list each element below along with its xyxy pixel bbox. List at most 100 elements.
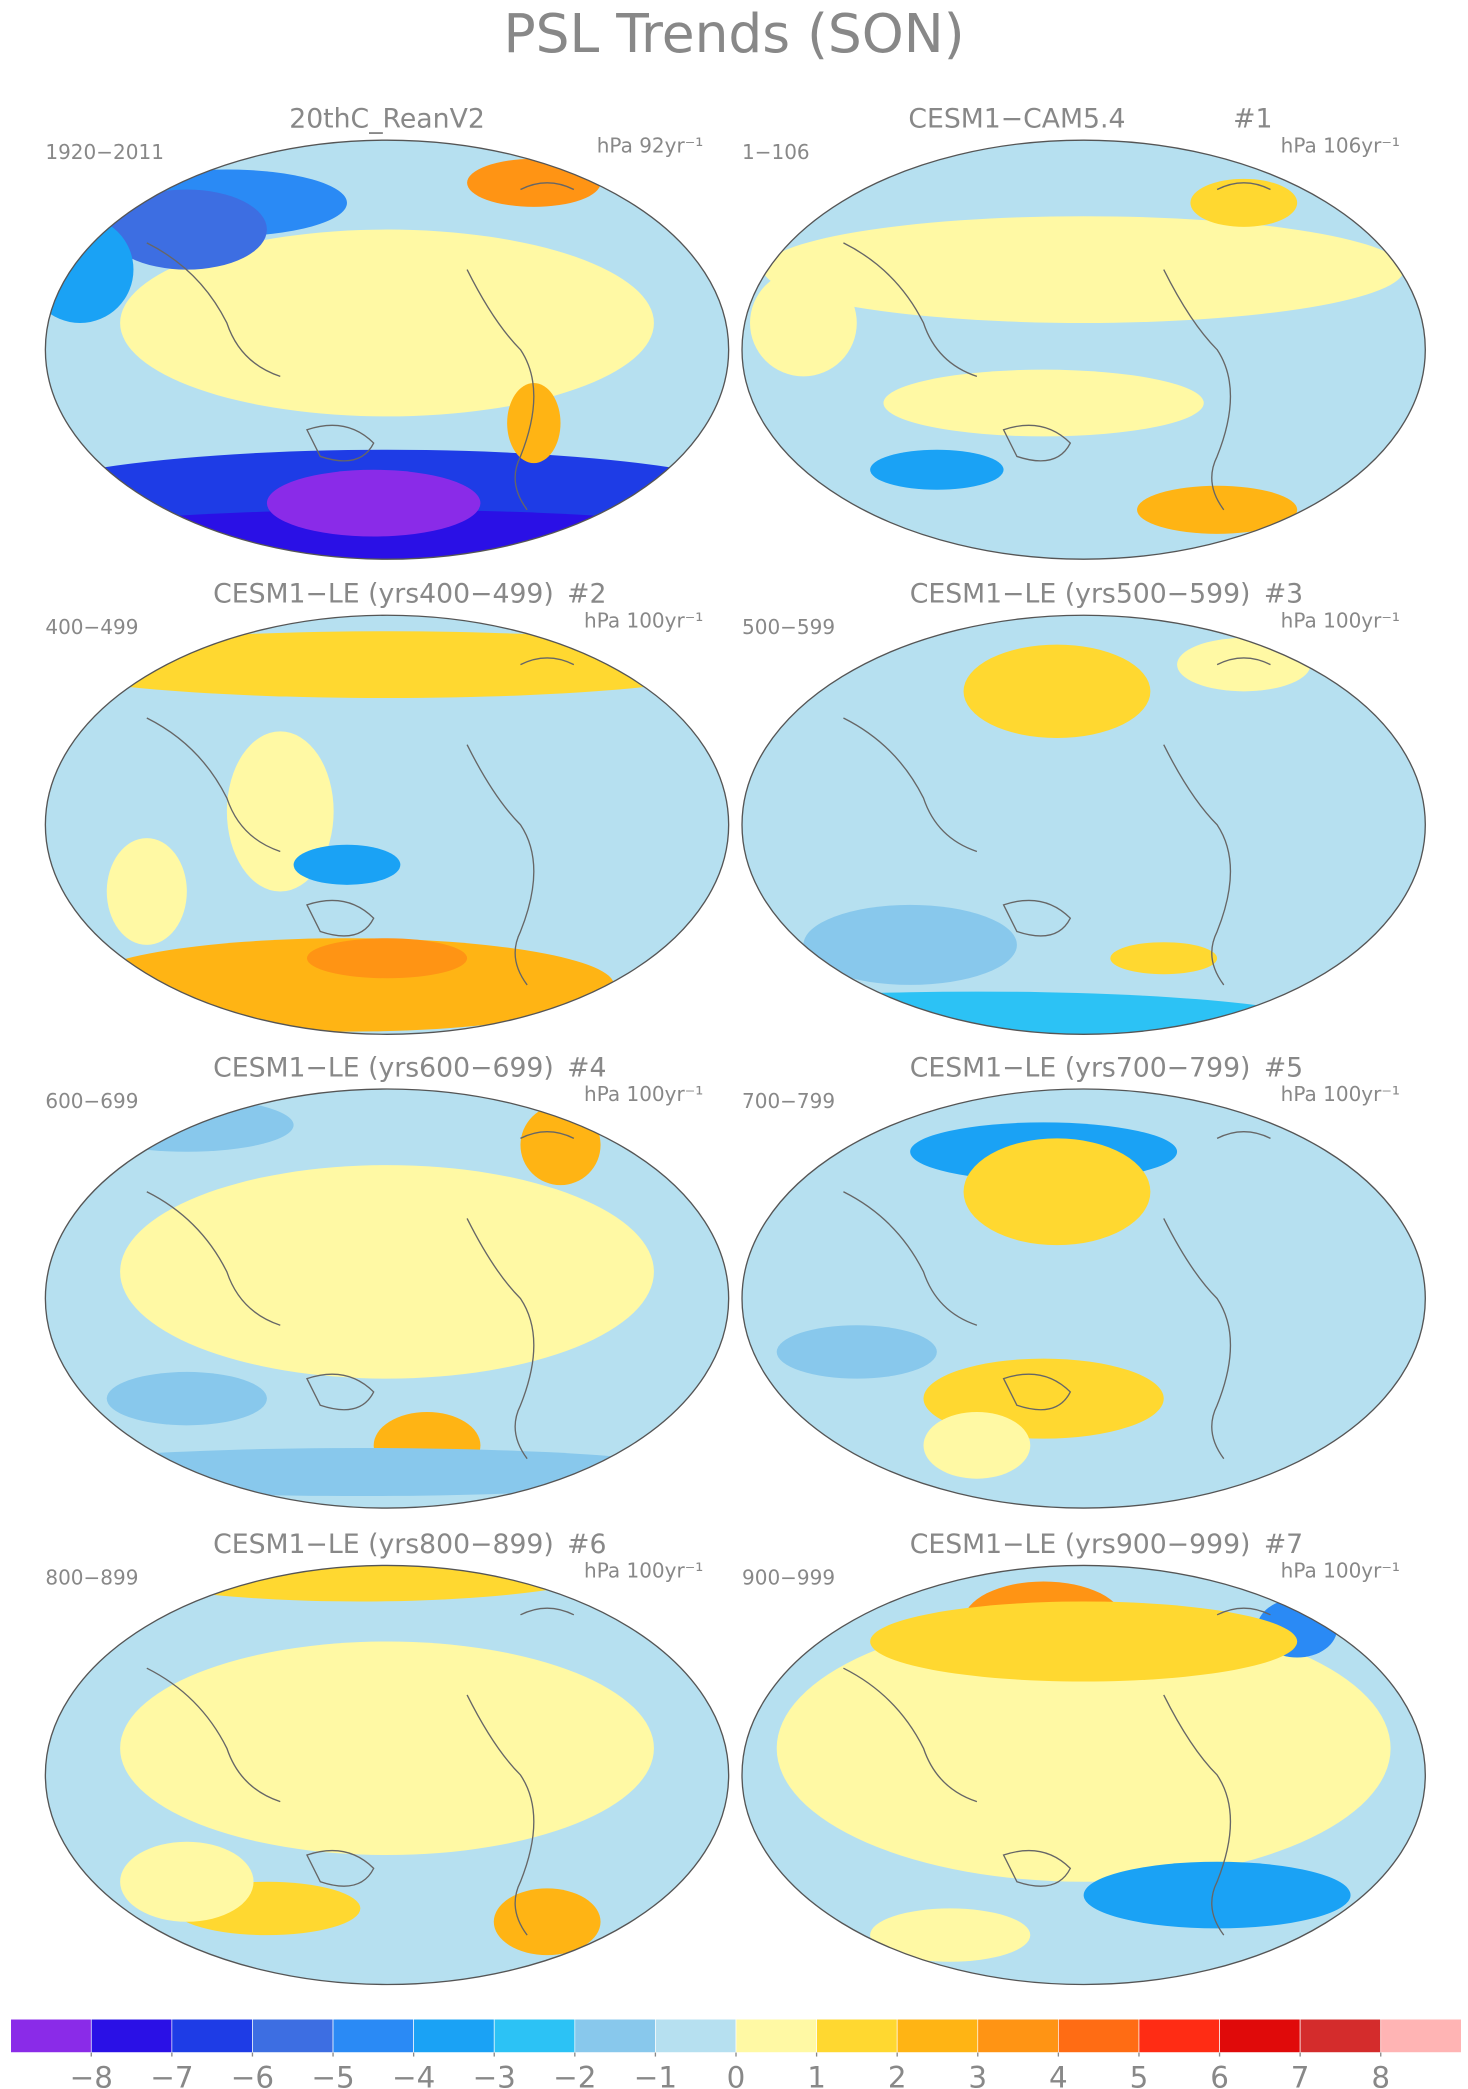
period-label: 800−899 [45,1565,138,1589]
panel-number: #1 [1233,104,1272,135]
colorbar-tick-label: 0 [727,2061,746,2089]
field-region [120,229,654,417]
panel-number: #2 [567,579,606,610]
colorbar-tick-label: 3 [968,2061,987,2089]
field-region [520,1105,601,1186]
map-border [44,139,730,560]
map-border [741,614,1426,1035]
field-region [45,216,134,323]
map [45,615,729,1035]
colorbar-tick-label: 2 [888,2061,907,2089]
coastline [843,1131,1271,1460]
colorbar-swatch [574,2018,656,2053]
colorbar-tick-label: 5 [1130,2061,1149,2089]
units-label: hPa 106yr⁻¹ [1281,133,1400,157]
colorbar-swatch [252,2018,334,2053]
panel-number: #4 [567,1052,606,1083]
colorbar-swatch [90,2018,173,2053]
field-region [106,189,267,270]
panel-title: CESM1−LE (yrs400−499) [213,579,554,610]
colorbar-swatch [735,2018,817,2053]
field-region [883,369,1204,437]
field-region [742,991,1324,1035]
colorbar-swatch [10,2018,92,2053]
field-region [45,631,729,698]
field-region [293,844,401,885]
coastline [146,657,575,986]
field-region [493,1888,601,1956]
colorbar-swatch [655,2018,737,2053]
field-region [870,1908,1031,1962]
colorbar-tick-label: 1 [807,2061,826,2089]
coastline [146,1131,575,1460]
colorbar-tick-label: −6 [231,2061,274,2089]
field-region [776,1325,937,1379]
map [45,1565,729,1985]
field-region [266,469,481,537]
map [45,1089,729,1509]
field-region [870,449,1004,490]
field-region [963,644,1151,739]
period-label: 600−699 [45,1089,138,1113]
field-region [1083,1861,1351,1929]
map [742,1089,1426,1509]
field-region [306,938,468,979]
period-label: 700−799 [742,1089,835,1113]
colorbar-tick-label: −3 [473,2061,516,2089]
period-label: 900−999 [742,1565,835,1589]
panel-title: CESM1−LE (yrs700−799) [910,1052,1251,1083]
period-label: 1−106 [742,140,810,164]
colorbar-swatch [1299,2018,1382,2053]
panel-title: CESM1−LE (yrs900−999) [910,1529,1251,1560]
units-label: hPa 100yr⁻¹ [584,1082,703,1106]
colorbar-tick-label: −1 [634,2061,677,2089]
field-region [803,904,1017,985]
field-region [923,1411,1031,1479]
colorbar-swatch [493,2018,576,2053]
field-region [120,1165,654,1379]
field-region [507,383,561,464]
map-border [44,1088,730,1509]
colorbar-tick-label: 4 [1049,2061,1068,2089]
field-region [1177,637,1311,692]
period-label: 1920−2011 [45,140,164,164]
coastline [843,1607,1271,1936]
map-background [742,1089,1426,1509]
coastline [146,182,575,511]
colorbar-swatch [332,2018,414,2053]
field-region [120,1641,654,1856]
field-region [776,1614,1391,1882]
panel-title: CESM1−LE (yrs800−899) [213,1529,554,1560]
map [742,1565,1426,1985]
panel-number: #5 [1264,1052,1303,1083]
map-border [44,614,730,1035]
units-label: hPa 100yr⁻¹ [1281,1559,1400,1583]
panel-number: #7 [1264,1529,1303,1560]
units-label: hPa 92yr⁻¹ [597,133,704,157]
panel-number: #3 [1264,579,1303,610]
colorbar-swatch [1219,2018,1301,2053]
colorbar-swatch [896,2018,979,2053]
map-background [45,615,729,1035]
map-border [741,1088,1426,1509]
colorbar-tick-label: 8 [1371,2061,1390,2089]
field-region [870,1601,1298,1682]
field-region [106,1371,267,1426]
colorbar-swatch [1380,2018,1462,2053]
figure-title: PSL Trends (SON) [503,2,964,65]
coastline [843,182,1271,511]
map [45,140,729,560]
colorbar-swatch [413,2018,495,2053]
colorbar-tick-label: −8 [70,2061,113,2089]
coastline [843,657,1271,986]
units-label: hPa 100yr⁻¹ [584,608,703,632]
coastline [146,1607,575,1936]
field-region [120,1841,254,1922]
field-region [1190,178,1298,227]
panel-title: CESM1−CAM5.4 [908,104,1125,135]
colorbar-swatch [1138,2018,1220,2053]
colorbar-swatch [977,2018,1059,2053]
colorbar-tick-label: −7 [150,2061,193,2089]
colorbar-tick-label: −5 [311,2061,354,2089]
